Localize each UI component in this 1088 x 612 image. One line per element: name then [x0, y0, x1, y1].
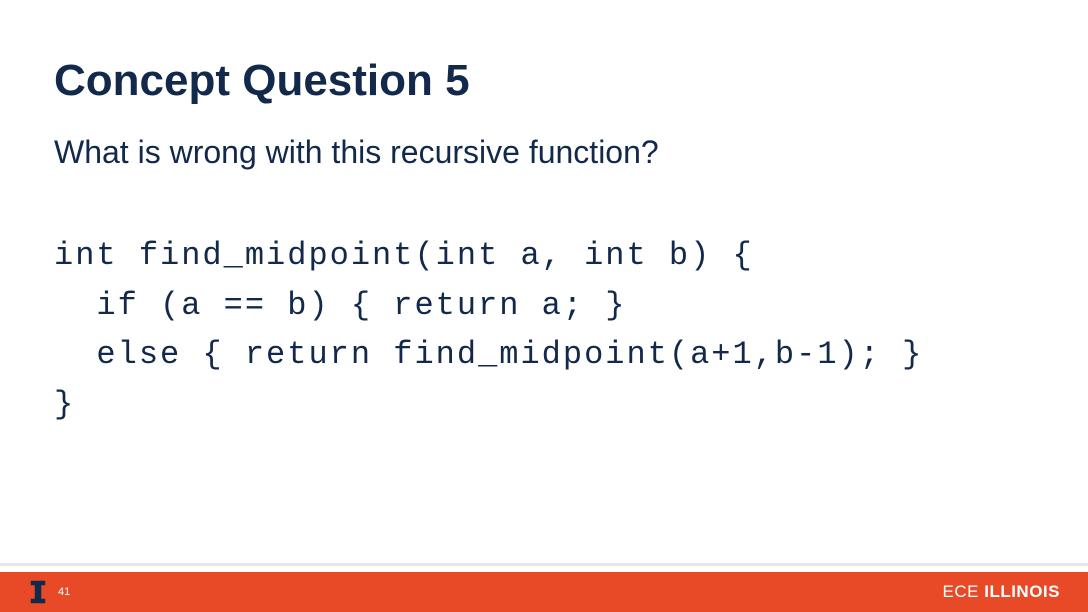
code-line-2: if (a == b) { return a; }	[54, 287, 626, 324]
footer: 41 ECE ILLINOIS	[0, 563, 1088, 612]
footer-left: 41	[28, 579, 70, 605]
content-area: Concept Question 5 What is wrong with th…	[0, 0, 1088, 429]
slide-number: 41	[58, 586, 70, 598]
footer-brand: ECE ILLINOIS	[943, 582, 1060, 602]
question-text: What is wrong with this recursive functi…	[54, 134, 1034, 171]
brand-prefix: ECE	[943, 582, 985, 601]
footer-bar: 41 ECE ILLINOIS	[0, 572, 1088, 612]
code-line-3: else { return find_midpoint(a+1,b-1); }	[54, 336, 923, 373]
footer-rule	[0, 563, 1088, 566]
slide-title: Concept Question 5	[54, 56, 1034, 106]
code-line-1: int find_midpoint(int a, int b) {	[54, 237, 754, 274]
code-block: int find_midpoint(int a, int b) { if (a …	[54, 231, 1034, 429]
illinois-block-i-icon	[28, 579, 48, 605]
brand-bold: ILLINOIS	[984, 582, 1060, 601]
slide: Concept Question 5 What is wrong with th…	[0, 0, 1088, 612]
code-line-4: }	[54, 386, 75, 423]
